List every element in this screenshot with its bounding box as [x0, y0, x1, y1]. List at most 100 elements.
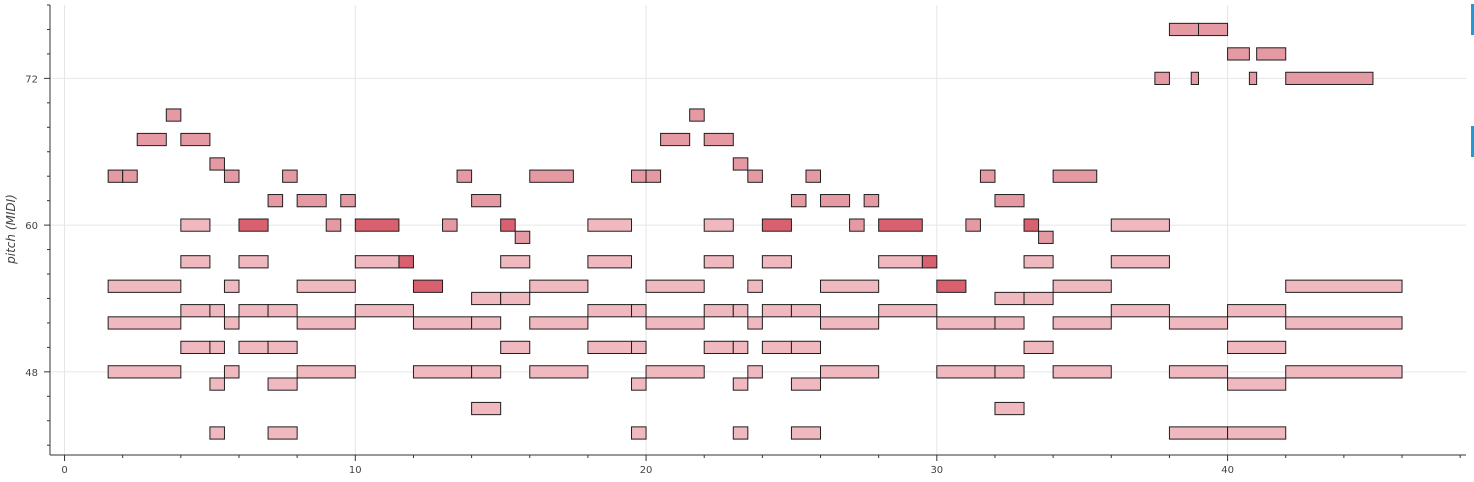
note-bar	[587, 340, 633, 355]
note-bar	[747, 316, 763, 330]
note-bar	[790, 426, 822, 440]
note-bar	[180, 340, 211, 355]
note-bar	[820, 365, 880, 379]
note-bar	[296, 316, 356, 330]
note-bar	[500, 340, 531, 355]
note-bar	[136, 132, 167, 147]
note-bar	[631, 340, 647, 355]
note-bar	[1052, 316, 1112, 330]
note-bar	[529, 365, 589, 379]
note-bar	[267, 377, 298, 391]
note-bar	[180, 255, 211, 269]
note-bar	[645, 365, 705, 379]
note-bar	[1052, 279, 1112, 293]
note-bar	[1052, 169, 1098, 183]
note-bar	[223, 316, 240, 330]
note-bar	[761, 218, 792, 232]
note-bar	[267, 194, 284, 208]
note-bar	[209, 377, 225, 391]
note-bar	[500, 255, 531, 269]
note-bar	[761, 340, 792, 355]
note-bar	[703, 340, 734, 355]
note-bar	[1110, 255, 1170, 269]
note-bar	[994, 365, 1025, 379]
note-bar	[296, 365, 356, 379]
note-bar	[223, 365, 240, 379]
note-bar	[122, 169, 138, 183]
note-bar	[936, 279, 967, 293]
y-tick-label: 72	[25, 74, 38, 85]
note-bar	[282, 169, 298, 183]
note-bar	[863, 194, 880, 208]
note-bar	[761, 255, 792, 269]
x-tick-label: 0	[61, 465, 67, 476]
note-bar	[165, 108, 182, 122]
note-bar	[1023, 255, 1054, 269]
note-bar	[1168, 316, 1229, 330]
note-bar	[398, 255, 414, 269]
note-bar	[790, 377, 822, 391]
note-bar	[631, 377, 647, 391]
note-bar	[936, 365, 996, 379]
note-bar	[1168, 365, 1229, 379]
note-bar	[412, 316, 473, 330]
note-bar	[500, 291, 531, 306]
note-bar	[878, 255, 923, 269]
note-bar	[209, 304, 225, 318]
note-bar	[936, 316, 996, 330]
range-marker-top[interactable]	[1471, 4, 1474, 35]
note-bar	[107, 365, 182, 379]
y-axis-title: pitch (MIDI)	[4, 194, 18, 265]
note-bar	[747, 365, 763, 379]
note-bar	[1285, 71, 1374, 85]
note-bar	[1256, 47, 1287, 61]
note-bar	[107, 279, 182, 293]
note-bar	[732, 426, 749, 440]
note-bar	[732, 304, 749, 318]
note-bar	[442, 218, 458, 232]
note-bar	[587, 218, 633, 232]
x-tick-label: 20	[640, 465, 653, 476]
note-bar	[107, 169, 124, 183]
note-bar	[747, 279, 763, 293]
note-bar	[1285, 279, 1403, 293]
note-bar	[267, 340, 298, 355]
note-bar	[645, 316, 705, 330]
note-bar	[354, 218, 400, 232]
note-bar	[471, 365, 502, 379]
note-bar	[529, 279, 589, 293]
x-tick-label: 40	[1221, 465, 1234, 476]
note-bar	[921, 255, 938, 269]
note-bar	[296, 279, 356, 293]
range-marker-bottom[interactable]	[1471, 126, 1474, 157]
axes: 0 10 20 30 40 48 60 72	[25, 4, 1466, 476]
note-bar	[340, 194, 356, 208]
note-bar	[456, 169, 473, 183]
note-bar	[267, 304, 298, 318]
note-bar	[223, 169, 240, 183]
note-bar	[471, 194, 502, 208]
note-bar	[238, 304, 269, 318]
note-bar	[1227, 426, 1287, 440]
note-bar	[820, 316, 880, 330]
note-bar	[514, 230, 531, 244]
note-bar	[965, 218, 981, 232]
note-bar	[761, 304, 792, 318]
note-bar	[689, 108, 705, 122]
note-bar	[238, 218, 269, 232]
note-bar	[703, 304, 734, 318]
note-bar	[994, 401, 1025, 416]
note-bar	[1285, 365, 1403, 379]
note-bar	[529, 316, 589, 330]
note-bar	[471, 316, 502, 330]
note-bar	[703, 255, 734, 269]
note-bar	[645, 169, 662, 183]
y-tick-label: 48	[25, 368, 38, 379]
note-bar	[631, 169, 647, 183]
note-bar	[790, 194, 807, 208]
note-rectangles	[107, 22, 1403, 440]
note-bar	[1227, 47, 1250, 61]
note-bar	[500, 218, 516, 232]
note-bar	[994, 316, 1025, 330]
